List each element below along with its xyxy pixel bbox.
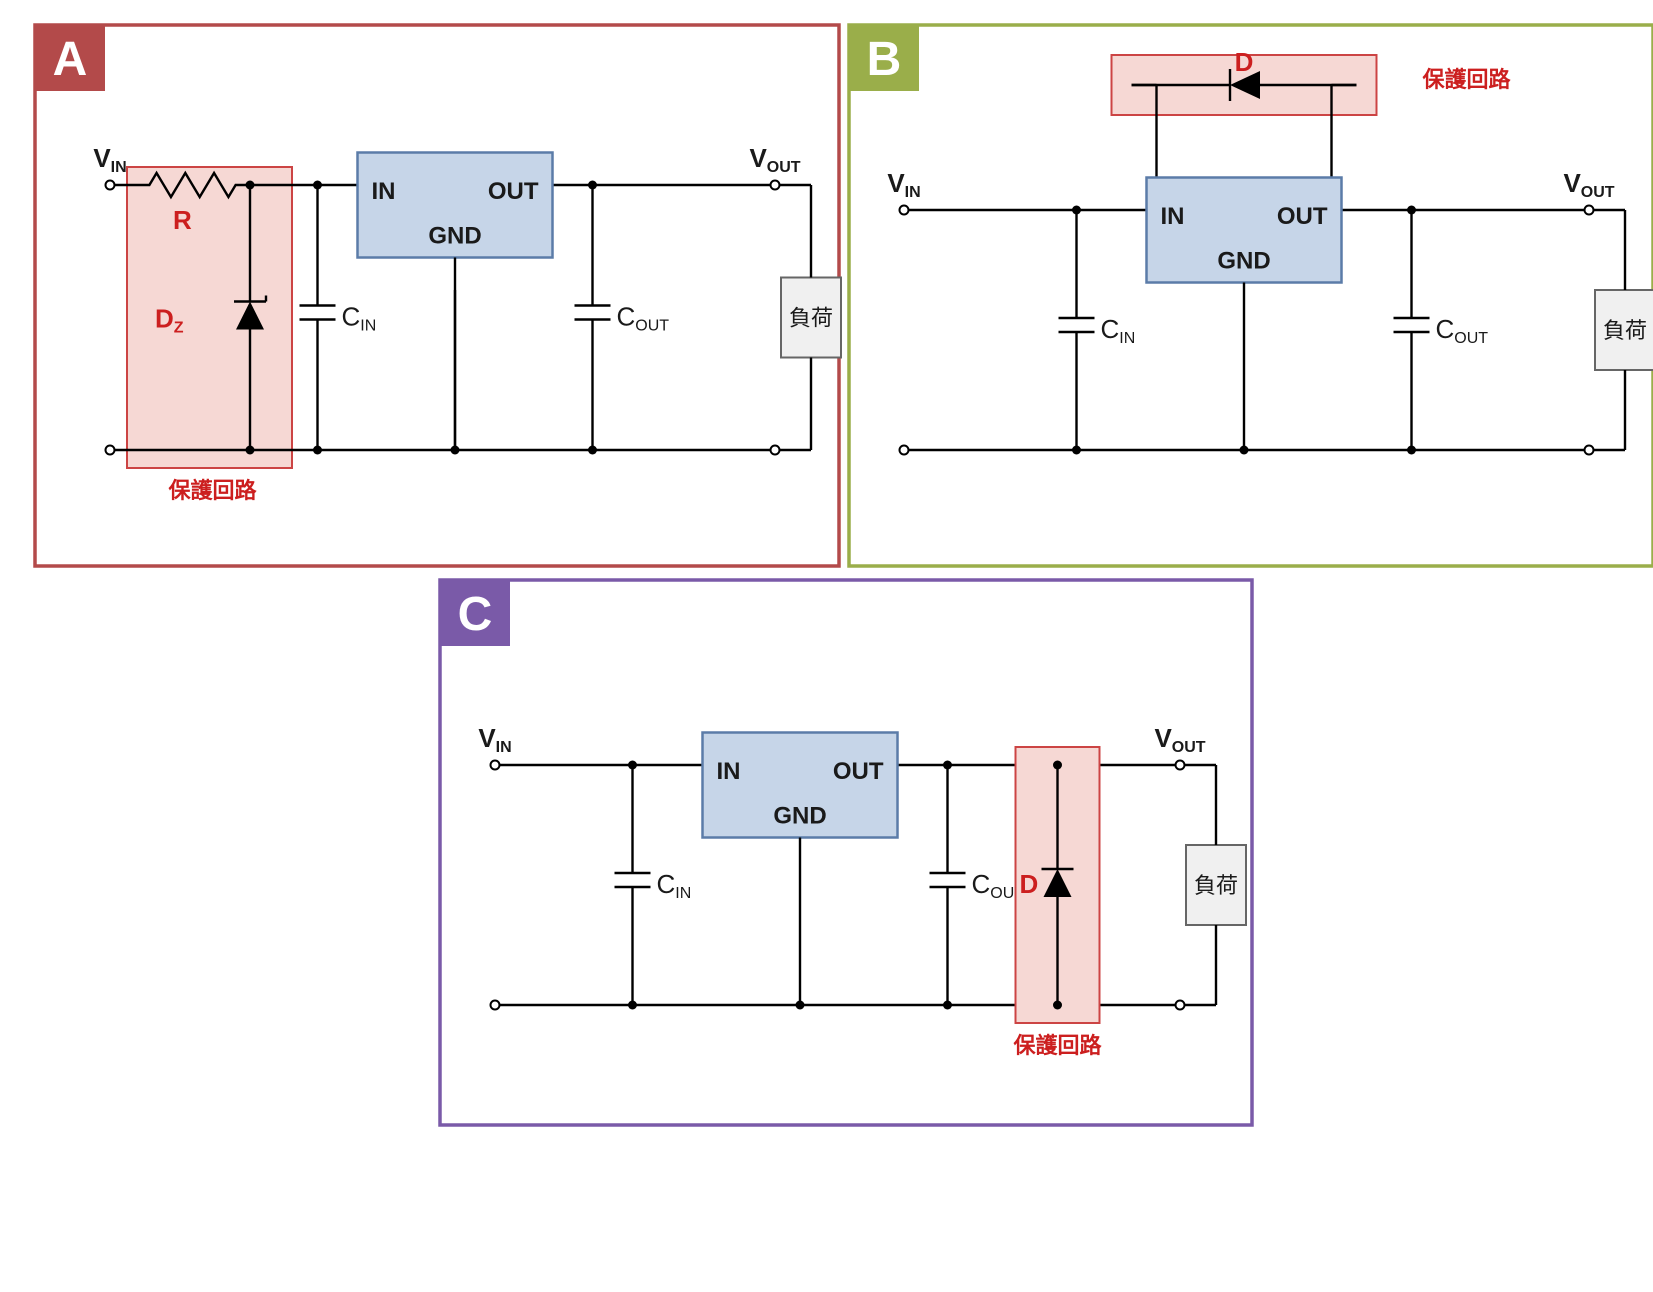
svg-text:A: A <box>53 33 88 86</box>
svg-text:IN: IN <box>372 178 396 205</box>
svg-text:GND: GND <box>773 803 826 830</box>
svg-text:負荷: 負荷 <box>789 306 833 331</box>
panel-a-circuit: 保護回路RDZCINCOUTINOUTGND負荷VOUTVIN <box>93 143 841 503</box>
svg-text:VIN: VIN <box>478 723 511 756</box>
svg-text:CIN: CIN <box>342 302 377 335</box>
svg-text:C: C <box>458 588 493 641</box>
svg-text:COUT: COUT <box>617 302 670 335</box>
svg-text:R: R <box>173 205 192 235</box>
svg-text:負荷: 負荷 <box>1194 873 1238 898</box>
svg-text:VOUT: VOUT <box>749 143 800 176</box>
svg-text:B: B <box>867 33 902 86</box>
svg-text:COUT: COUT <box>1436 314 1489 347</box>
svg-text:CIN: CIN <box>657 869 692 902</box>
svg-text:VIN: VIN <box>93 143 126 176</box>
panel-c-circuit: CINCOUT保護回路DINOUTGND負荷VOUTVIN <box>478 723 1246 1058</box>
svg-text:IN: IN <box>717 758 741 785</box>
svg-text:CIN: CIN <box>1101 314 1136 347</box>
svg-text:保護回路: 保護回路 <box>167 478 257 503</box>
svg-text:GND: GND <box>428 223 481 250</box>
svg-text:IN: IN <box>1161 203 1185 230</box>
svg-text:OUT: OUT <box>833 758 884 785</box>
svg-text:VOUT: VOUT <box>1563 168 1614 201</box>
svg-text:保護回路: 保護回路 <box>1012 1033 1102 1058</box>
svg-text:D: D <box>1235 47 1254 77</box>
svg-text:OUT: OUT <box>488 178 539 205</box>
svg-text:保護回路: 保護回路 <box>1421 67 1511 92</box>
svg-text:OUT: OUT <box>1277 203 1328 230</box>
svg-text:VIN: VIN <box>887 168 920 201</box>
svg-text:GND: GND <box>1217 248 1270 275</box>
diagram-canvas: A保護回路RDZCINCOUTINOUTGND負荷VOUTVINB保護回路DCI… <box>20 20 1653 1272</box>
svg-text:VOUT: VOUT <box>1154 723 1205 756</box>
svg-text:負荷: 負荷 <box>1603 318 1647 343</box>
svg-text:D: D <box>1020 869 1039 899</box>
panel-b-circuit: 保護回路 D CIN COUT IN OUT GND 負荷 VOUT VIN <box>887 47 1653 455</box>
